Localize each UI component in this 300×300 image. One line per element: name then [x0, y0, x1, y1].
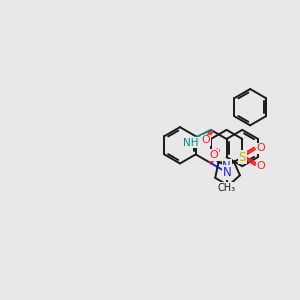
Text: CH₃: CH₃	[218, 183, 236, 193]
Text: O: O	[202, 135, 210, 145]
Text: O: O	[256, 161, 265, 171]
Text: O: O	[256, 143, 265, 153]
Text: N: N	[223, 166, 232, 179]
Text: N: N	[222, 160, 231, 173]
Text: S: S	[238, 151, 246, 164]
Text: O: O	[210, 150, 219, 160]
Text: NH: NH	[183, 138, 198, 148]
